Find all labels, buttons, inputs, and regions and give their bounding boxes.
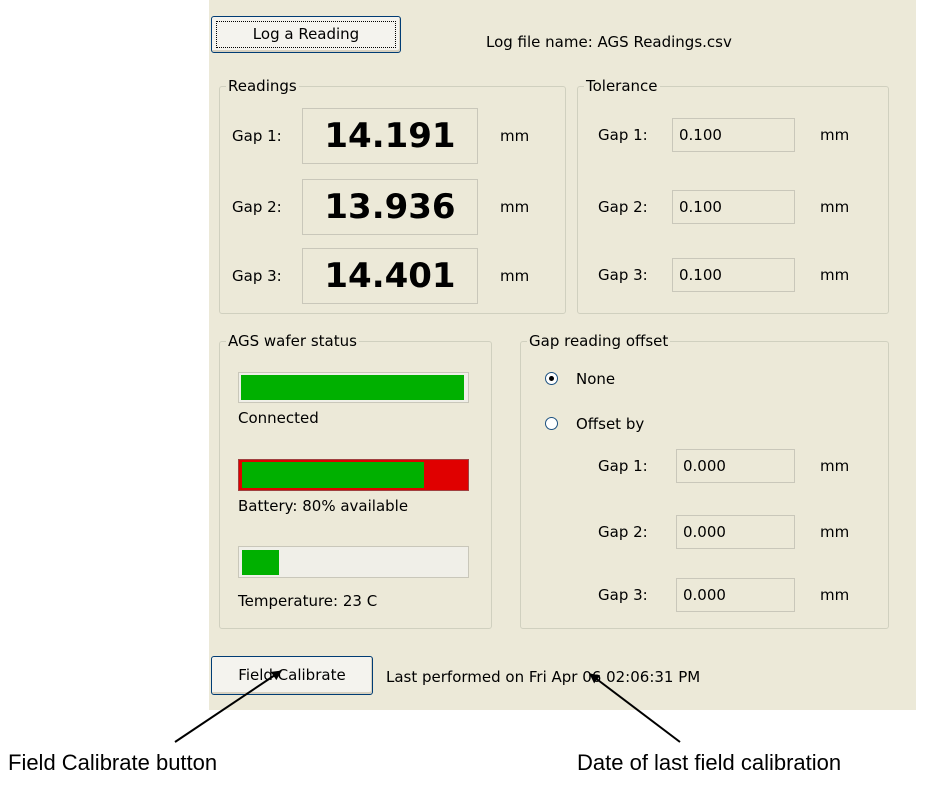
value-box: 0.000 (676, 449, 795, 483)
arrow (589, 673, 681, 743)
bar-fill (241, 375, 464, 400)
field-calibrate-button[interactable]: Field Calibrate (211, 656, 373, 695)
status-text: Temperature: 23 C (238, 592, 378, 610)
gap-label: Gap 2: (598, 198, 648, 216)
status-text: Battery: 80% available (238, 497, 409, 515)
bar-fill (242, 550, 279, 575)
log-button-label: Log a Reading (216, 21, 396, 48)
wafer-status-group: AGS wafer status (219, 331, 492, 629)
group-title: Gap reading offset (527, 331, 671, 351)
log-button[interactable]: Log a Reading (211, 16, 401, 53)
group-title: Readings (226, 76, 299, 96)
temperature-bar (238, 546, 469, 578)
gap-label: Gap 3: (598, 266, 648, 284)
tolerance-group: Tolerance (577, 76, 889, 314)
unit-label: mm (820, 457, 850, 475)
offset-group: Gap reading offset (520, 331, 889, 629)
last-performed: Last performed on Fri Apr 06 02:06:31 PM (386, 668, 701, 686)
radio-none[interactable] (545, 372, 558, 385)
value-box: 13.936 (302, 179, 478, 235)
bar-fill (242, 462, 424, 488)
unit-label: mm (500, 127, 530, 145)
unit-label: mm (820, 126, 850, 144)
readings-group: Readings (219, 76, 566, 314)
value-box: 14.191 (302, 108, 478, 164)
log-file-name: Log file name: AGS Readings.csv (486, 33, 732, 51)
gap-label: Gap 1: (598, 457, 648, 475)
unit-label: mm (820, 523, 850, 541)
gap-label: Gap 3: (598, 586, 648, 604)
value-box: 0.000 (676, 578, 795, 612)
annotation: Field Calibrate button (8, 750, 218, 775)
radio-label: None (576, 370, 616, 388)
radio-label: Offset by (576, 415, 645, 433)
status-text: Connected (238, 409, 319, 427)
gap-label: Gap 3: (232, 267, 282, 285)
group-title: Tolerance (584, 76, 660, 96)
gap-label: Gap 2: (598, 523, 648, 541)
gap-label: Gap 1: (232, 127, 282, 145)
gap-label: Gap 1: (598, 126, 648, 144)
connection-bar (238, 372, 469, 403)
value-box: 0.100 (672, 118, 795, 152)
unit-label: mm (500, 198, 530, 216)
unit-label: mm (820, 266, 850, 284)
group-title: AGS wafer status (226, 331, 359, 351)
annotation: Date of last field calibration (577, 750, 842, 775)
battery-bar (238, 459, 469, 491)
unit-label: mm (820, 586, 850, 604)
unit-label: mm (500, 267, 530, 285)
arrow (174, 670, 282, 743)
value-box: 0.100 (672, 190, 795, 224)
value-box: 0.000 (676, 515, 795, 549)
radio-offset[interactable] (545, 417, 558, 430)
unit-label: mm (820, 198, 850, 216)
value-box: 0.100 (672, 258, 795, 292)
radio-dot (549, 376, 554, 381)
value-box: 14.401 (302, 248, 478, 304)
gap-label: Gap 2: (232, 198, 282, 216)
